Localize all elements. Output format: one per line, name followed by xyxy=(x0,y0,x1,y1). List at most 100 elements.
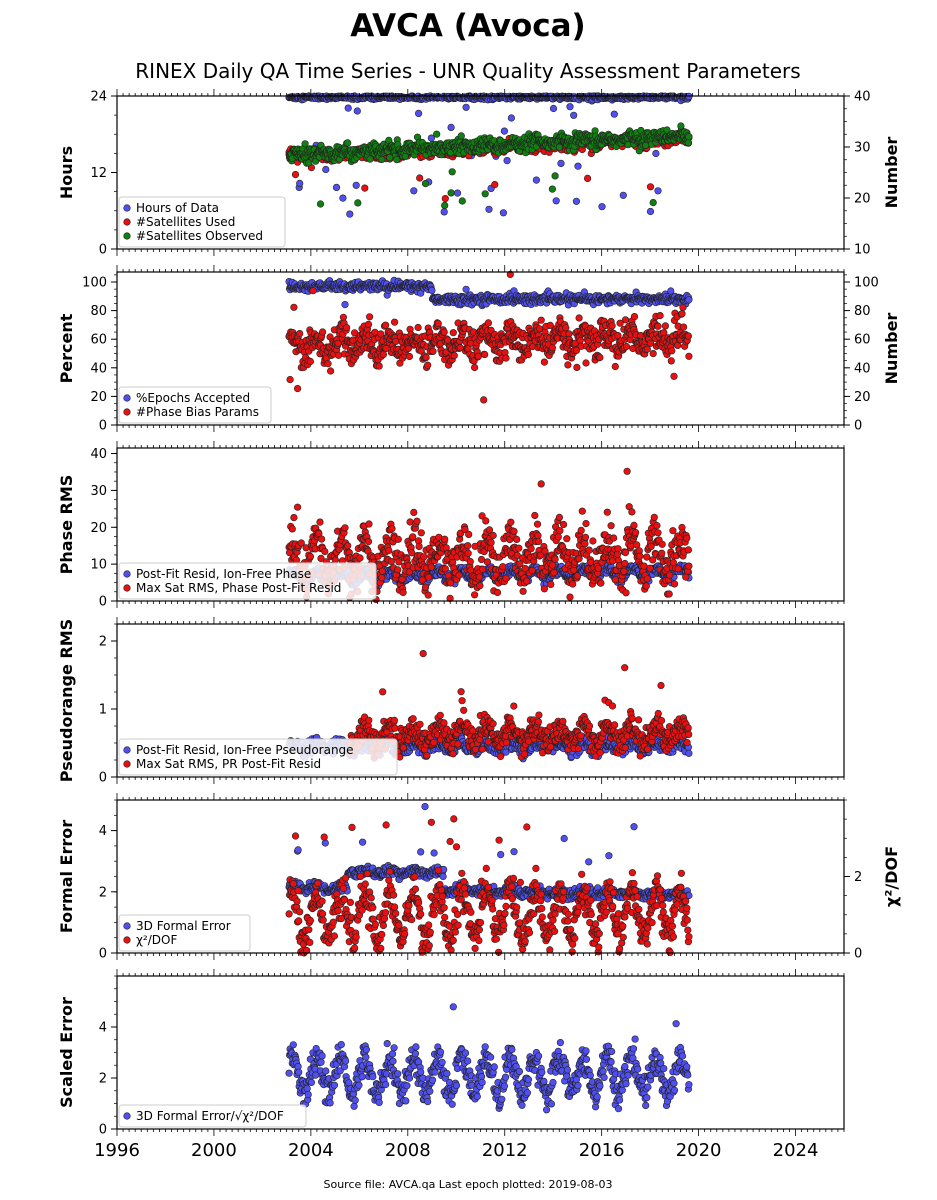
data-point xyxy=(668,347,676,355)
y-right-axis-label: Number xyxy=(882,313,901,385)
data-point xyxy=(339,194,347,202)
data-point xyxy=(393,156,401,164)
data-point xyxy=(366,313,374,321)
data-point xyxy=(424,361,432,369)
y-right-tick-label: 60 xyxy=(854,333,871,348)
data-point xyxy=(449,329,457,337)
panel-2-points xyxy=(285,270,693,404)
data-point xyxy=(679,323,688,331)
data-point xyxy=(339,313,348,321)
figure-title: AVCA (Avoca) xyxy=(350,8,585,44)
data-point xyxy=(309,287,317,295)
data-point xyxy=(549,104,558,113)
data-point xyxy=(649,350,657,358)
data-point xyxy=(491,181,499,189)
y-right-tick-label: 20 xyxy=(854,390,871,405)
data-point xyxy=(566,103,574,111)
data-point xyxy=(621,316,630,324)
data-point xyxy=(646,207,655,216)
panel-1-points xyxy=(285,92,693,218)
y-tick-label: 12 xyxy=(90,166,107,181)
data-point xyxy=(610,110,618,118)
data-point xyxy=(296,330,304,338)
y-tick-label: 24 xyxy=(90,90,107,105)
y-right-tick-label: 0 xyxy=(854,419,862,434)
data-point xyxy=(453,189,462,197)
data-point xyxy=(678,310,686,318)
data-point xyxy=(598,203,606,211)
data-point xyxy=(557,159,565,167)
y-right-tick-label: 80 xyxy=(854,304,871,319)
data-point xyxy=(415,109,423,117)
data-point xyxy=(327,367,335,375)
data-point xyxy=(619,191,627,199)
data-point xyxy=(499,209,508,217)
data-point xyxy=(608,322,616,330)
data-point xyxy=(343,324,351,332)
y-tick-label: 60 xyxy=(90,333,107,348)
data-point xyxy=(290,303,298,311)
data-point xyxy=(361,184,369,192)
data-point xyxy=(575,314,583,322)
data-point xyxy=(462,285,470,293)
data-point xyxy=(354,199,362,207)
data-point xyxy=(440,328,448,336)
data-point xyxy=(332,183,341,191)
figure-subtitle: RINEX Daily QA Time Series - UNR Quality… xyxy=(135,59,800,83)
legend-entry: Hours of Data xyxy=(136,201,219,215)
data-point xyxy=(441,201,449,209)
data-point xyxy=(414,323,422,332)
data-point xyxy=(507,114,516,122)
data-point xyxy=(335,351,343,359)
data-point xyxy=(630,313,639,321)
data-point xyxy=(450,352,458,360)
data-point xyxy=(353,107,361,115)
data-point xyxy=(416,174,424,182)
legend-entry: %Epochs Accepted xyxy=(136,391,250,405)
y-right-tick-label: 10 xyxy=(854,243,871,258)
data-point xyxy=(540,358,549,366)
data-point xyxy=(322,165,330,174)
data-point xyxy=(573,363,581,372)
data-point xyxy=(654,187,662,195)
data-point xyxy=(649,199,657,207)
data-point xyxy=(562,324,570,332)
data-point xyxy=(391,318,399,326)
panel-2: 0 20 40 60 80 100 0 20 40 60 80 100 Number Percent %Ep… xyxy=(57,265,901,434)
data-point xyxy=(440,208,448,216)
data-point xyxy=(502,354,510,362)
data-point xyxy=(685,296,693,304)
data-point xyxy=(524,350,533,359)
y-right-tick-label: 100 xyxy=(854,276,879,291)
data-point xyxy=(611,362,619,371)
data-point xyxy=(677,122,685,130)
data-point xyxy=(532,176,541,184)
data-point xyxy=(286,376,294,384)
data-point xyxy=(480,396,488,404)
data-point xyxy=(471,363,479,372)
data-point xyxy=(551,172,559,180)
data-point xyxy=(564,361,572,369)
series-2-1 xyxy=(285,276,693,310)
data-point xyxy=(447,123,455,131)
data-point xyxy=(405,352,414,361)
data-point xyxy=(684,139,693,147)
data-point xyxy=(656,312,664,320)
data-point xyxy=(447,189,455,197)
data-point xyxy=(548,344,557,352)
y-tick-label: 80 xyxy=(90,304,107,319)
data-point xyxy=(622,342,631,351)
data-point xyxy=(444,336,452,344)
data-point xyxy=(574,162,582,170)
legend-marker xyxy=(123,204,131,212)
y-right-axis-label: Number xyxy=(882,137,901,209)
y-right-tick-label: 20 xyxy=(854,192,871,207)
y-right-tick-label: 40 xyxy=(854,361,871,376)
data-point xyxy=(341,301,349,309)
data-point xyxy=(572,197,581,205)
data-point xyxy=(352,181,360,189)
y-tick-label: 20 xyxy=(90,390,107,405)
data-point xyxy=(324,360,332,368)
